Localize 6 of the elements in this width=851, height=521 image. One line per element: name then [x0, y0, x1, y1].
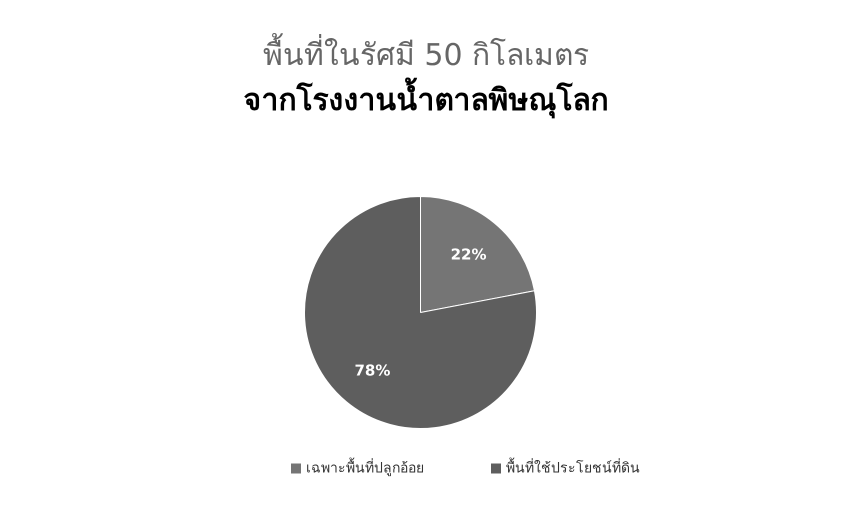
chart-subtitle: จากโรงงานน้ำตาลพิษณุโลก [244, 77, 608, 119]
data-label: 22% [450, 245, 487, 264]
data-label: 78% [354, 362, 390, 380]
legend-label: เฉพาะพื้นที่ปลูกอ้อย [306, 458, 424, 476]
chart-title: พื้นที่ในรัศมี 50 กิโลเมตร [262, 33, 590, 73]
legend-label: พื้นที่ใช้ประโยชน์ที่ดิน [506, 458, 640, 476]
